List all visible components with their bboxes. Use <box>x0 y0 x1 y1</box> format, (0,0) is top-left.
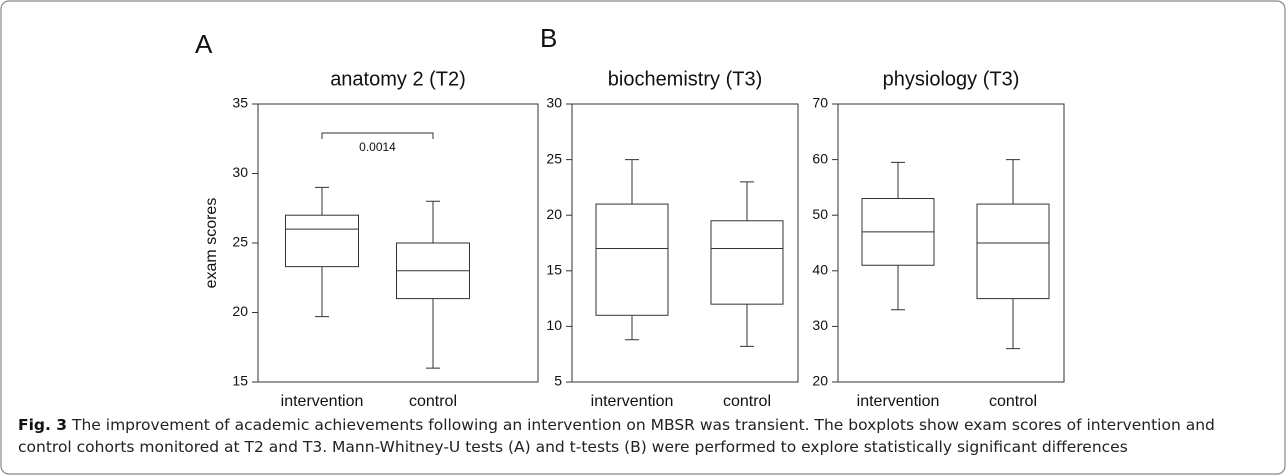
y-tick-label: 30 <box>812 317 828 333</box>
y-tick-label: 40 <box>812 262 828 278</box>
panel-letter: A <box>195 29 213 59</box>
whisker-high <box>315 186 329 216</box>
x-tick-label: intervention <box>857 393 940 410</box>
panel-letter: B <box>540 23 557 53</box>
whisker-high <box>740 181 754 221</box>
x-tick-label: control <box>409 393 457 410</box>
whisker-low <box>625 315 639 341</box>
y-tick-label: 10 <box>546 317 562 333</box>
plot-frame <box>837 103 1065 383</box>
x-tick-label: control <box>989 393 1037 410</box>
y-tick-label: 20 <box>812 373 828 389</box>
whisker-high <box>426 200 440 243</box>
caption-label: Fig. 3 <box>18 416 68 434</box>
y-tick-label: 60 <box>812 150 828 166</box>
chart-title: anatomy 2 (T2) <box>330 68 466 90</box>
y-axis-label: exam scores <box>203 198 220 289</box>
y-tick-label: 30 <box>546 95 562 111</box>
y-tick-label: 50 <box>812 206 828 222</box>
whisker-high <box>625 159 639 205</box>
x-tick-label: control <box>723 393 771 410</box>
box <box>285 214 359 268</box>
whisker-low <box>315 266 329 318</box>
y-tick-label: 20 <box>232 303 248 319</box>
p-value: 0.0014 <box>359 140 396 154</box>
y-tick-label: 25 <box>546 150 562 166</box>
y-tick-label: 15 <box>232 373 248 389</box>
chart-title: physiology (T3) <box>883 68 1020 90</box>
whisker-low <box>426 298 440 369</box>
y-tick-label: 30 <box>232 164 248 180</box>
whisker-low <box>740 304 754 347</box>
y-tick-label: 20 <box>546 206 562 222</box>
plot-frame <box>571 103 799 383</box>
significance-bracket <box>321 132 434 139</box>
y-tick-label: 35 <box>232 95 248 111</box>
x-tick-label: intervention <box>281 393 364 410</box>
whisker-low <box>891 265 905 311</box>
caption: Fig. 3 The improvement of academic achie… <box>18 414 1258 458</box>
box <box>976 203 1050 300</box>
y-tick-label: 25 <box>232 234 248 250</box>
chart-title: biochemistry (T3) <box>608 68 762 90</box>
whisker-high <box>891 161 905 199</box>
whisker-high <box>1006 159 1020 205</box>
box <box>595 203 669 316</box>
whisker-low <box>1006 298 1020 350</box>
y-tick-label: 5 <box>554 373 562 389</box>
box <box>710 220 784 305</box>
y-tick-label: 70 <box>812 95 828 111</box>
y-tick-label: 15 <box>546 262 562 278</box>
x-tick-label: intervention <box>591 393 674 410</box>
caption-text: The improvement of academic achievements… <box>18 416 1215 456</box>
